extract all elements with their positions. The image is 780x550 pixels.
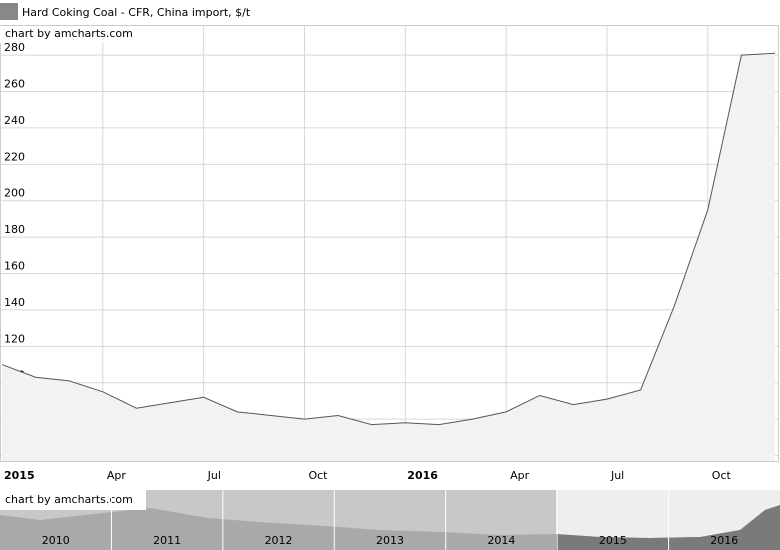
x-tick-label: Jul [610,469,624,482]
x-tick-label: Oct [308,469,328,482]
legend-swatch [0,3,18,20]
x-tick-label: Jul [207,469,221,482]
x-tick-label: Oct [712,469,732,482]
navigator-label: 2010 [42,534,70,547]
credit-box [0,26,142,43]
credit: chart by amcharts.com [5,493,133,506]
navigator[interactable]: chart by amcharts.com [0,490,780,550]
navigator-label: 2015 [599,534,627,547]
y-tick-label: 260 [4,78,25,91]
y-tick-label: 160 [4,260,25,273]
credit: chart by amcharts.com [5,27,133,40]
y-tick-label: 280 [4,41,25,54]
line [1,52,776,426]
x-tick-label: 2015 [4,469,35,482]
navigator-label: 2013 [376,534,404,547]
x-tick-label: Apr [107,469,127,482]
legend-label[interactable]: Hard Coking Coal - CFR, China import, $/… [22,6,251,19]
credit-box [0,490,146,510]
x-tick-label: 2016 [407,469,438,482]
navigator-label: 2012 [265,534,293,547]
y-tick-label: 120 [4,332,25,345]
line-area [2,53,775,461]
navigator-label: 2011 [153,534,181,547]
y-tick-label: 240 [4,114,25,127]
y-tick-label: 140 [4,296,25,309]
navigator-silhouette-selected [556,505,780,550]
navigator-label: 2014 [487,534,515,547]
navigator-label: 2016 [710,534,738,547]
y-tick-label: 200 [4,187,25,200]
y-tick-label: 220 [4,150,25,163]
x-tick-label: Apr [510,469,530,482]
y-tick-label: 180 [4,223,25,236]
